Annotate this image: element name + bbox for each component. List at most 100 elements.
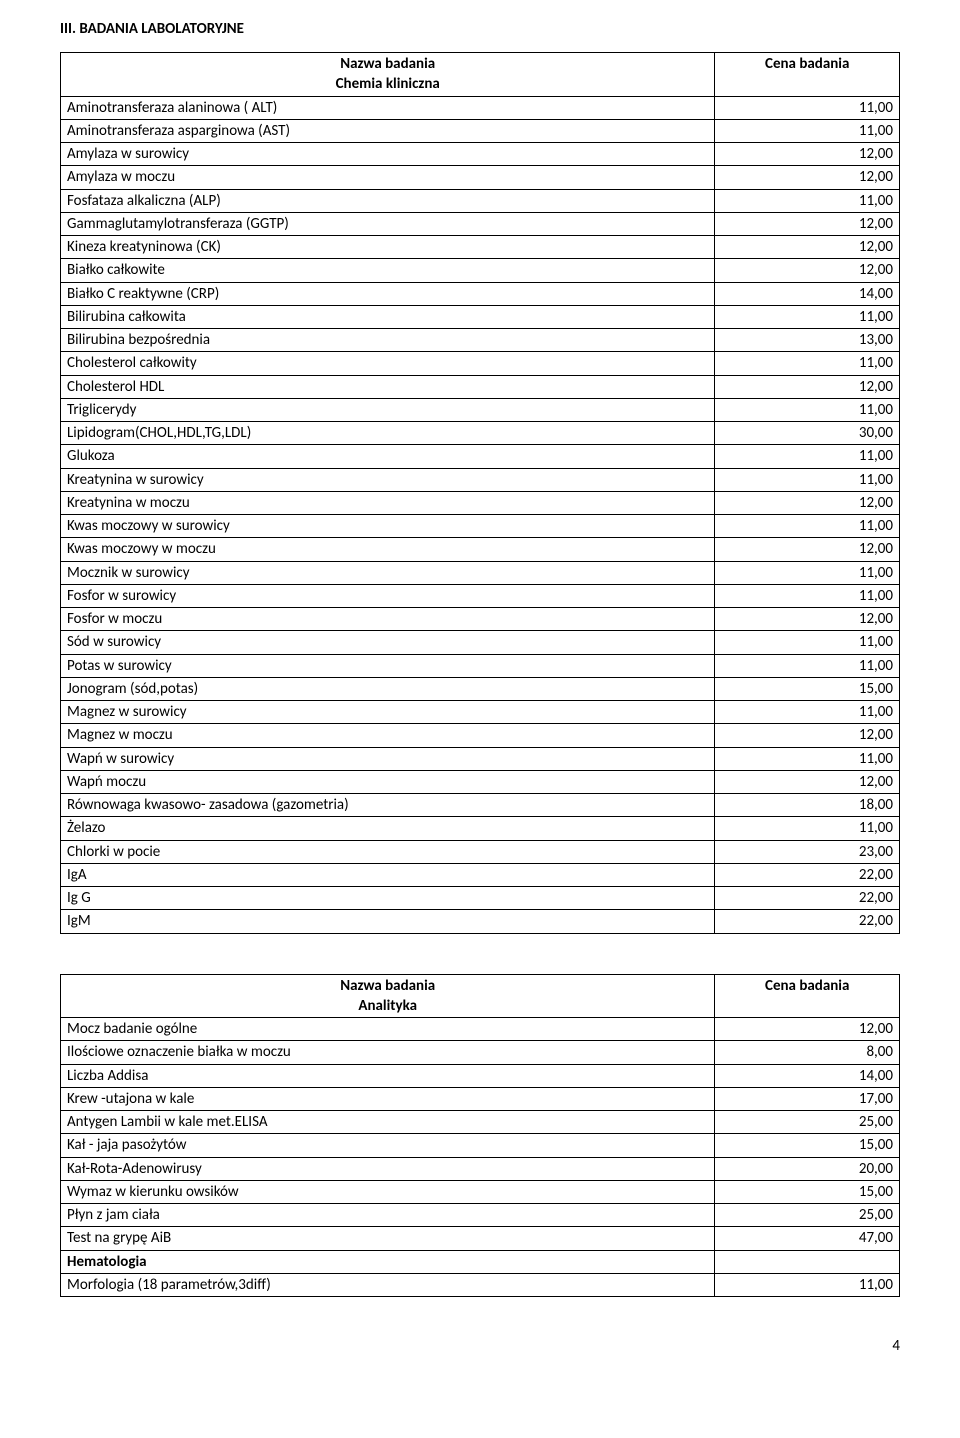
cell-price: 14,00 xyxy=(715,282,900,305)
cell-price: 15,00 xyxy=(715,1134,900,1157)
cell-price: 14,00 xyxy=(715,1064,900,1087)
cell-price: 17,00 xyxy=(715,1087,900,1110)
cell-name: Fosfataza alkaliczna (ALP) xyxy=(61,189,715,212)
table-row: Kwas moczowy w moczu12,00 xyxy=(61,538,900,561)
table-row: Wymaz w kierunku owsików15,00 xyxy=(61,1180,900,1203)
table2-header-name: Nazwa badania Analityka xyxy=(61,974,715,1018)
cell-name: Aminotransferaza alaninowa ( ALT) xyxy=(61,96,715,119)
cell-name: Mocz badanie ogólne xyxy=(61,1018,715,1041)
cell-price: 12,00 xyxy=(715,608,900,631)
cell-name: Żelazo xyxy=(61,817,715,840)
cell-name: Ig G xyxy=(61,887,715,910)
cell-price: 12,00 xyxy=(715,236,900,259)
table-row: Bilirubina całkowita11,00 xyxy=(61,305,900,328)
table-row: Fosfataza alkaliczna (ALP)11,00 xyxy=(61,189,900,212)
table-row: Kał-Rota-Adenowirusy20,00 xyxy=(61,1157,900,1180)
cell-name: Kał-Rota-Adenowirusy xyxy=(61,1157,715,1180)
cell-price: 13,00 xyxy=(715,329,900,352)
cell-price: 11,00 xyxy=(715,747,900,770)
table-row: Wapń moczu12,00 xyxy=(61,770,900,793)
cell-name: Kwas moczowy w surowicy xyxy=(61,515,715,538)
cell-price: 12,00 xyxy=(715,491,900,514)
cell-price: 20,00 xyxy=(715,1157,900,1180)
table-row: Mocz badanie ogólne12,00 xyxy=(61,1018,900,1041)
table-row: Żelazo11,00 xyxy=(61,817,900,840)
table-row: IgA22,00 xyxy=(61,863,900,886)
cell-price: 22,00 xyxy=(715,863,900,886)
cell-price: 11,00 xyxy=(715,1273,900,1296)
cell-price: 22,00 xyxy=(715,887,900,910)
header-name-text: Nazwa badania xyxy=(67,976,708,996)
table-row: IgM22,00 xyxy=(61,910,900,933)
cell-price: 11,00 xyxy=(715,701,900,724)
cell-price: 12,00 xyxy=(715,166,900,189)
cell-price: 15,00 xyxy=(715,677,900,700)
cell-price xyxy=(715,1250,900,1273)
cell-name: Gammaglutamylotransferaza (GGTP) xyxy=(61,212,715,235)
table-row: Kreatynina w moczu12,00 xyxy=(61,491,900,514)
table2-header-price: Cena badania xyxy=(715,974,900,1018)
cell-name: Morfologia (18 parametrów,3diff) xyxy=(61,1273,715,1296)
cell-name: Aminotransferaza asparginowa (AST) xyxy=(61,119,715,142)
cell-name: Kwas moczowy w moczu xyxy=(61,538,715,561)
cell-price: 12,00 xyxy=(715,1018,900,1041)
table-row: Amylaza w moczu12,00 xyxy=(61,166,900,189)
cell-name: Krew -utajona w kale xyxy=(61,1087,715,1110)
table-row: Hematologia xyxy=(61,1250,900,1273)
table-row: Aminotransferaza asparginowa (AST)11,00 xyxy=(61,119,900,142)
table-row: Ilościowe oznaczenie białka w moczu8,00 xyxy=(61,1041,900,1064)
cell-price: 23,00 xyxy=(715,840,900,863)
cell-price: 11,00 xyxy=(715,189,900,212)
table-row: Gammaglutamylotransferaza (GGTP)12,00 xyxy=(61,212,900,235)
header-sub-text: Analityka xyxy=(67,996,708,1016)
cell-price: 12,00 xyxy=(715,212,900,235)
cell-price: 12,00 xyxy=(715,259,900,282)
cell-price: 18,00 xyxy=(715,794,900,817)
table-row: Równowaga kwasowo- zasadowa (gazometria)… xyxy=(61,794,900,817)
table-row: Magnez w surowicy11,00 xyxy=(61,701,900,724)
cell-name: Chlorki w pocie xyxy=(61,840,715,863)
cell-name: Równowaga kwasowo- zasadowa (gazometria) xyxy=(61,794,715,817)
page-number: 4 xyxy=(60,1337,900,1355)
cell-price: 11,00 xyxy=(715,445,900,468)
cell-name: Sód w surowicy xyxy=(61,631,715,654)
cell-price: 11,00 xyxy=(715,631,900,654)
cell-price: 47,00 xyxy=(715,1227,900,1250)
cell-name: Białko całkowite xyxy=(61,259,715,282)
table-row: Wapń w surowicy11,00 xyxy=(61,747,900,770)
table-row: Liczba Addisa14,00 xyxy=(61,1064,900,1087)
cell-price: 11,00 xyxy=(715,305,900,328)
cell-name: Cholesterol HDL xyxy=(61,375,715,398)
cell-name: Bilirubina bezpośrednia xyxy=(61,329,715,352)
cell-price: 11,00 xyxy=(715,96,900,119)
table-row: Białko całkowite12,00 xyxy=(61,259,900,282)
table-row: Kał - jaja pasożytów15,00 xyxy=(61,1134,900,1157)
cell-price: 8,00 xyxy=(715,1041,900,1064)
table-row: Fosfor w moczu12,00 xyxy=(61,608,900,631)
cell-name: Płyn z jam ciała xyxy=(61,1204,715,1227)
table-analityka: Nazwa badania Analityka Cena badania Moc… xyxy=(60,974,900,1298)
header-name-text: Nazwa badania xyxy=(67,54,708,74)
cell-name: Triglicerydy xyxy=(61,398,715,421)
cell-price: 30,00 xyxy=(715,422,900,445)
table-row: Sód w surowicy11,00 xyxy=(61,631,900,654)
table-row: Morfologia (18 parametrów,3diff)11,00 xyxy=(61,1273,900,1296)
table-row: Ig G22,00 xyxy=(61,887,900,910)
table-row: Lipidogram(CHOL,HDL,TG,LDL)30,00 xyxy=(61,422,900,445)
cell-name: Kał - jaja pasożytów xyxy=(61,1134,715,1157)
cell-price: 11,00 xyxy=(715,654,900,677)
cell-price: 15,00 xyxy=(715,1180,900,1203)
table-row: Amylaza w surowicy12,00 xyxy=(61,143,900,166)
cell-name: Białko C reaktywne (CRP) xyxy=(61,282,715,305)
table-row: Kineza kreatyninowa (CK)12,00 xyxy=(61,236,900,259)
cell-price: 12,00 xyxy=(715,143,900,166)
cell-price: 11,00 xyxy=(715,119,900,142)
cell-price: 25,00 xyxy=(715,1111,900,1134)
cell-name: Amylaza w surowicy xyxy=(61,143,715,166)
cell-name: Fosfor w moczu xyxy=(61,608,715,631)
cell-name: Wapń moczu xyxy=(61,770,715,793)
cell-name: Ilościowe oznaczenie białka w moczu xyxy=(61,1041,715,1064)
cell-price: 11,00 xyxy=(715,468,900,491)
header-sub-text: Chemia kliniczna xyxy=(67,74,708,94)
cell-name: Hematologia xyxy=(61,1250,715,1273)
